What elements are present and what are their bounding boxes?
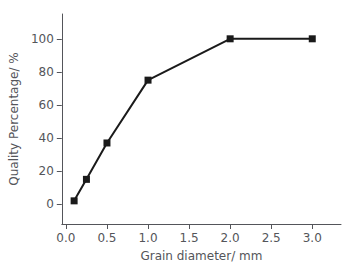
svg-text:Grain diameter/ mm: Grain diameter/ mm	[140, 249, 262, 263]
svg-text:3.0: 3.0	[303, 231, 322, 245]
svg-text:100: 100	[31, 32, 54, 46]
svg-text:0: 0	[46, 197, 54, 211]
svg-text:60: 60	[39, 98, 54, 112]
svg-text:80: 80	[39, 65, 54, 79]
svg-text:0.0: 0.0	[56, 231, 75, 245]
svg-text:2.0: 2.0	[221, 231, 240, 245]
svg-text:40: 40	[39, 131, 54, 145]
svg-text:0.5: 0.5	[97, 231, 116, 245]
svg-text:1.0: 1.0	[138, 231, 157, 245]
svg-text:1.5: 1.5	[180, 231, 199, 245]
svg-text:20: 20	[39, 164, 54, 178]
svg-text:Quality Percentage/ %: Quality Percentage/ %	[7, 52, 21, 185]
svg-text:2.5: 2.5	[262, 231, 281, 245]
